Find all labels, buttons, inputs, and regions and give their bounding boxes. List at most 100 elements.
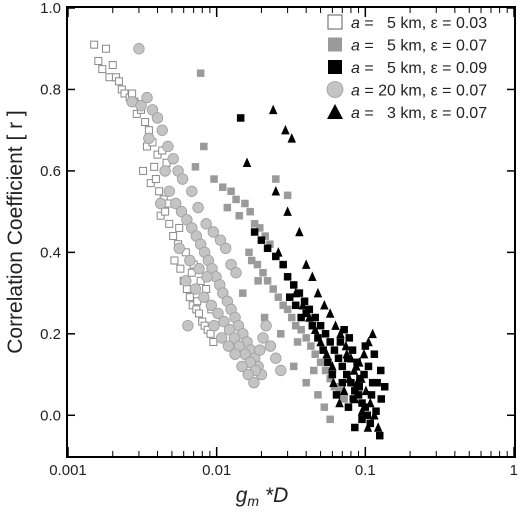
data-point bbox=[344, 403, 353, 411]
data-point bbox=[141, 91, 153, 104]
data-point bbox=[352, 377, 362, 387]
data-point bbox=[290, 362, 298, 371]
legend-marker bbox=[326, 81, 344, 98]
legend-label: a = 5 km, ε = 0.03 bbox=[351, 15, 487, 32]
data-point bbox=[297, 325, 305, 334]
data-point bbox=[239, 289, 247, 297]
data-point bbox=[230, 267, 242, 279]
data-point bbox=[340, 395, 348, 403]
data-point bbox=[263, 244, 272, 253]
data-point bbox=[364, 336, 373, 347]
data-point bbox=[191, 163, 200, 171]
data-point bbox=[189, 283, 202, 295]
data-point bbox=[328, 361, 337, 371]
data-point bbox=[370, 350, 379, 358]
y-tick-label: 0.4 bbox=[40, 244, 61, 261]
data-point bbox=[295, 226, 304, 237]
data-point bbox=[377, 395, 386, 403]
data-point bbox=[357, 373, 366, 383]
data-point bbox=[212, 307, 224, 320]
data-point bbox=[156, 124, 168, 136]
data-point bbox=[361, 385, 371, 396]
data-point bbox=[207, 226, 220, 238]
data-point bbox=[182, 285, 191, 294]
legend-label-rest: = 5 km, ε = 0.09 bbox=[360, 60, 487, 77]
data-point bbox=[193, 262, 205, 275]
data-point bbox=[329, 377, 338, 387]
data-point bbox=[314, 334, 322, 342]
data-point bbox=[173, 242, 185, 254]
data-point bbox=[321, 366, 330, 375]
data-point bbox=[150, 162, 159, 171]
data-point bbox=[324, 358, 332, 367]
y-tick-label: 0.8 bbox=[40, 81, 61, 98]
data-point bbox=[242, 157, 252, 168]
data-point bbox=[290, 281, 298, 289]
data-point bbox=[154, 197, 167, 210]
data-point bbox=[192, 201, 204, 214]
data-point bbox=[331, 320, 340, 330]
data-point bbox=[368, 378, 377, 387]
data-point bbox=[135, 100, 147, 112]
data-point bbox=[162, 140, 174, 153]
data-point bbox=[141, 118, 150, 127]
data-point bbox=[325, 308, 335, 318]
data-point bbox=[310, 324, 320, 334]
data-point bbox=[146, 179, 155, 188]
data-point bbox=[311, 350, 319, 358]
data-point bbox=[227, 187, 235, 196]
data-point bbox=[167, 152, 179, 165]
data-point bbox=[330, 346, 339, 354]
data-point bbox=[271, 186, 281, 196]
data-point bbox=[105, 73, 114, 82]
data-point bbox=[260, 319, 272, 332]
data-point bbox=[247, 256, 256, 265]
legend-marker bbox=[328, 60, 342, 74]
data-point bbox=[310, 366, 318, 375]
data-point bbox=[360, 370, 368, 379]
data-point bbox=[359, 348, 369, 359]
data-point bbox=[351, 423, 359, 432]
y-tick-label: 0.0 bbox=[40, 407, 61, 424]
data-point bbox=[283, 305, 292, 314]
data-point bbox=[274, 247, 283, 257]
data-point bbox=[358, 415, 366, 424]
data-point bbox=[242, 368, 254, 381]
data-point bbox=[283, 206, 292, 216]
data-point bbox=[274, 293, 283, 301]
data-point bbox=[219, 242, 232, 254]
data-point bbox=[339, 385, 349, 396]
data-point bbox=[175, 223, 184, 232]
data-point bbox=[313, 287, 323, 298]
data-point bbox=[194, 309, 203, 318]
legend-label: a = 5 km, ε = 0.07 bbox=[351, 38, 487, 55]
data-point bbox=[253, 260, 262, 269]
data-point bbox=[322, 348, 331, 359]
data-point bbox=[219, 183, 227, 191]
data-point bbox=[281, 124, 290, 135]
data-point bbox=[257, 332, 269, 344]
data-point bbox=[314, 391, 322, 399]
data-point bbox=[151, 175, 160, 184]
data-point bbox=[368, 328, 377, 339]
data-point bbox=[349, 365, 359, 375]
data-point bbox=[120, 89, 129, 98]
data-point bbox=[364, 362, 373, 371]
data-point bbox=[254, 344, 266, 356]
data-point bbox=[316, 358, 325, 367]
data-point bbox=[357, 405, 367, 416]
data-point bbox=[320, 403, 329, 411]
data-point bbox=[108, 61, 117, 70]
data-point bbox=[114, 77, 123, 86]
data-point bbox=[222, 340, 235, 352]
legend: a = 5 km, ε = 0.03a = 5 km, ε = 0.07a = … bbox=[326, 14, 487, 122]
data-point bbox=[297, 313, 305, 322]
data-point bbox=[326, 415, 334, 424]
data-point bbox=[229, 348, 241, 360]
data-point bbox=[90, 40, 99, 49]
data-point bbox=[205, 299, 217, 312]
data-point bbox=[186, 185, 198, 197]
x-axis-label-subscript: m bbox=[247, 493, 259, 509]
data-point bbox=[209, 337, 218, 346]
data-point bbox=[260, 313, 269, 322]
